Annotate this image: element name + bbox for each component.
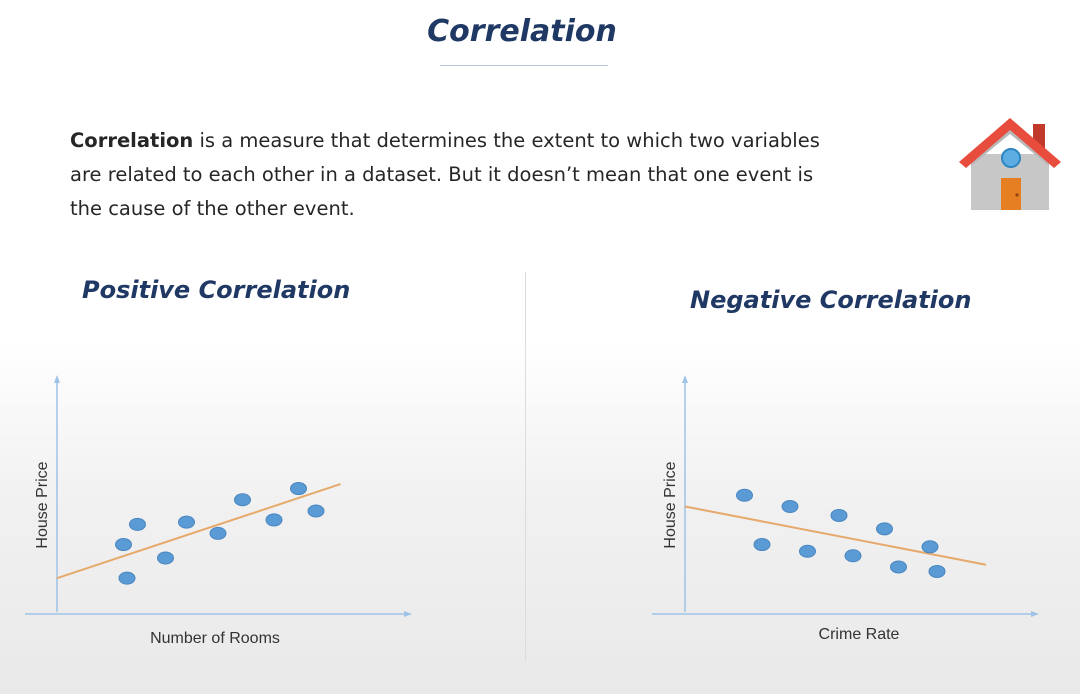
panel-divider [525,272,526,662]
data-point-2 [129,517,146,531]
x-axis-label: Crime Rate [819,626,900,643]
x-axis-arrow [1031,611,1039,617]
data-point-5 [178,515,195,529]
house-door-knob [1015,193,1019,197]
negative-correlation-title: Negative Correlation [690,286,972,314]
trendline [56,483,341,580]
house-icon [959,118,1061,210]
title-underline [440,65,608,66]
house-window [1001,148,1021,168]
data-point-3 [781,499,799,513]
intro-text: is a measure that determines the extent … [70,129,820,220]
data-point-1 [115,538,132,552]
intro-paragraph: Correlation is a measure that determines… [70,124,830,226]
house-door [1001,178,1021,210]
house-roof [959,118,1061,168]
data-point-10 [928,564,946,578]
data-point-4 [157,551,174,565]
data-point-7 [876,522,893,536]
data-point-10 [307,504,325,518]
page-title: Correlation [427,14,617,49]
y-axis-arrow [54,375,60,383]
trendline-layer [684,505,987,566]
data-point-2 [753,538,771,552]
x-axis-arrow [404,611,412,617]
data-point-3 [118,571,136,585]
data-point-1 [736,488,753,502]
data-point-5 [830,508,848,522]
points-layer [736,488,946,578]
y-axis-arrow [682,375,688,383]
y-axis-label: House Price [662,461,679,548]
data-point-8 [265,513,283,527]
intro-term: Correlation [70,129,194,152]
data-point-9 [921,540,939,554]
data-point-7 [234,493,251,507]
data-point-6 [209,526,227,540]
negative-correlation-chart: Crime Rate House Price [652,375,1039,643]
positive-correlation-title: Positive Correlation [82,276,351,304]
data-point-9 [290,482,307,496]
data-point-8 [890,560,907,574]
points-layer [115,482,325,585]
house-roof-shadow [971,126,1049,166]
data-point-4 [799,544,816,558]
positive-correlation-chart: Number of Rooms House Price [25,375,412,647]
x-axis-label: Number of Rooms [150,630,280,647]
trendline-layer [56,483,341,580]
trendline [684,505,987,566]
y-axis-label: House Price [34,461,51,548]
data-point-6 [844,549,862,563]
